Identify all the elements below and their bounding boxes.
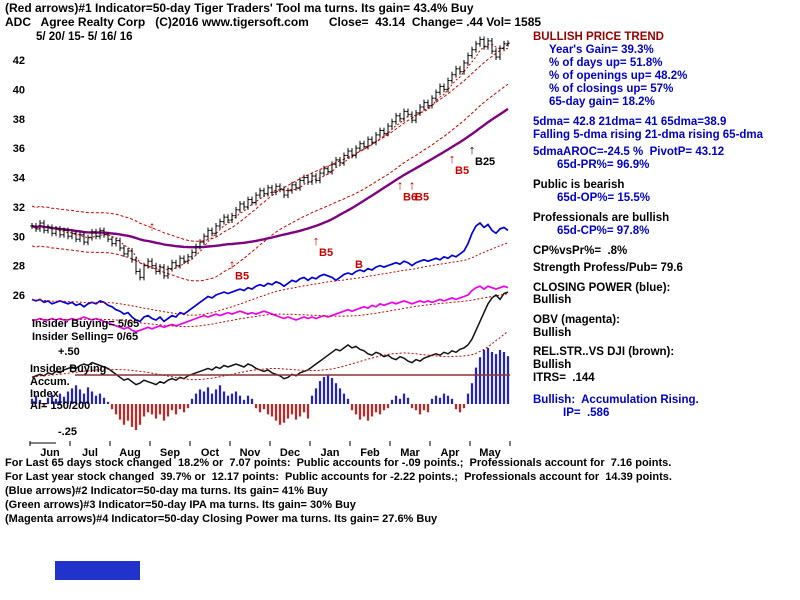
stat-line: Bullish: Accumulation Rising. (533, 394, 699, 406)
footer-line: (Blue arrows)#2 Indicator=50-day ma turn… (5, 485, 328, 497)
chart-label: Insider Selling= 0/65 (32, 331, 139, 343)
svg-text:34: 34 (13, 173, 26, 185)
stat-line: Bullish (533, 359, 572, 371)
svg-text:↑: ↑ (229, 257, 236, 272)
chart-label: +.50 (58, 346, 80, 358)
chart-label: Insider Buying (30, 363, 107, 375)
stat-line: 65-day gain= 18.2% (549, 96, 655, 108)
svg-text:Dec: Dec (280, 447, 300, 459)
svg-text:↑: ↑ (409, 177, 416, 192)
stat-line: Bullish (533, 294, 572, 306)
footer-line: For Last year stock changed 39.7% or 12.… (5, 471, 672, 483)
svg-text:↑: ↑ (149, 218, 156, 233)
svg-text:B5: B5 (415, 191, 429, 203)
svg-text:28: 28 (13, 261, 25, 273)
stat-line: CLOSING POWER (blue): (533, 282, 671, 294)
svg-text:Jan: Jan (321, 447, 340, 459)
svg-text:Nov: Nov (240, 447, 262, 459)
svg-text:B5: B5 (319, 247, 333, 259)
svg-text:↑: ↑ (449, 151, 456, 166)
svg-text:Aug: Aug (119, 447, 140, 459)
stat-line: Professionals are bullish (533, 212, 670, 224)
svg-text:Oct: Oct (201, 447, 220, 459)
stat-line: Bullish (533, 327, 572, 339)
svg-text:Mar: Mar (400, 447, 420, 459)
svg-text:36: 36 (13, 143, 25, 155)
chart-label: Insider Buying= 5/65 (32, 318, 140, 330)
chart-label: -.25 (58, 426, 77, 438)
stat-line: % of closings up= 57% (549, 83, 674, 95)
stat-line: Year's Gain= 39.3% (549, 44, 654, 56)
stat-line: 5dmaAROC=-24.5 % PivotP= 43.12 (533, 146, 725, 158)
stat-line: 5dma= 42.8 21dma= 41 65dma=38.9 (533, 116, 727, 128)
stat-line: Falling 5-dma rising 21-dma rising 65-dm… (533, 129, 764, 141)
stat-line: ITRS= .144 (533, 372, 595, 384)
svg-text:30: 30 (13, 231, 25, 243)
stat-line: 65d-PR%= 96.9% (557, 159, 650, 171)
svg-text:38: 38 (13, 114, 25, 126)
stat-line: IP= .586 (563, 407, 610, 419)
stat-line: Public is bearish (533, 179, 625, 191)
svg-text:26: 26 (13, 290, 25, 302)
svg-text:40: 40 (13, 84, 25, 96)
svg-text:Jul: Jul (82, 447, 98, 459)
svg-text:↑: ↑ (397, 177, 404, 192)
stat-line: Strength Profess/Pub= 79.6 (533, 262, 683, 274)
stat-line: 65d-OP%= 15.5% (557, 192, 651, 204)
stat-line: OBV (magenta): (533, 314, 620, 326)
svg-text:B5: B5 (455, 165, 469, 177)
svg-text:B: B (355, 259, 363, 271)
svg-text:May: May (479, 447, 501, 459)
svg-text:Jun: Jun (40, 447, 60, 459)
svg-text:B25: B25 (475, 156, 495, 168)
chart-label: Accum. (30, 376, 70, 388)
stat-line: 65d-CP%= 97.8% (557, 225, 650, 237)
stat-line: % of openings up= 48.2% (549, 70, 688, 82)
svg-text:B5: B5 (235, 271, 249, 283)
chart-label: Index (30, 388, 59, 400)
stat-line: CP%vsPr%= .8% (533, 245, 628, 257)
stat-line: BULLISH PRICE TREND (533, 31, 664, 43)
svg-text:↑: ↑ (469, 142, 476, 157)
blue-button[interactable] (55, 561, 140, 580)
svg-text:B6: B6 (403, 191, 417, 203)
footer-line: For Last 65 days stock changed 18.2% or … (5, 457, 672, 469)
stat-line: % of days up= 51.8% (549, 57, 663, 69)
footer-line: (Green arrows)#3 Indicator=50-day IPA ma… (5, 499, 356, 511)
date-range: 5/ 20/ 15- 5/ 16/ 16 (36, 31, 133, 43)
svg-text:Apr: Apr (441, 447, 461, 459)
indicator-1-summary: (Red arrows)#1 Indicator=50-day Tiger Tr… (5, 1, 474, 15)
ticker-header: ADC Agree Realty Corp (C)2016 www.tigers… (5, 15, 542, 29)
footer-line: (Magenta arrows)#4 Indicator=50-day Clos… (5, 513, 438, 525)
chart-label: AI= 150/200 (30, 400, 91, 412)
svg-text:32: 32 (13, 202, 25, 214)
svg-text:Feb: Feb (360, 447, 380, 459)
svg-text:Sep: Sep (160, 447, 180, 459)
stat-line: REL.STR..VS DJI (brown): (533, 346, 675, 358)
svg-text:42: 42 (13, 55, 25, 67)
svg-text:↑: ↑ (313, 233, 320, 248)
